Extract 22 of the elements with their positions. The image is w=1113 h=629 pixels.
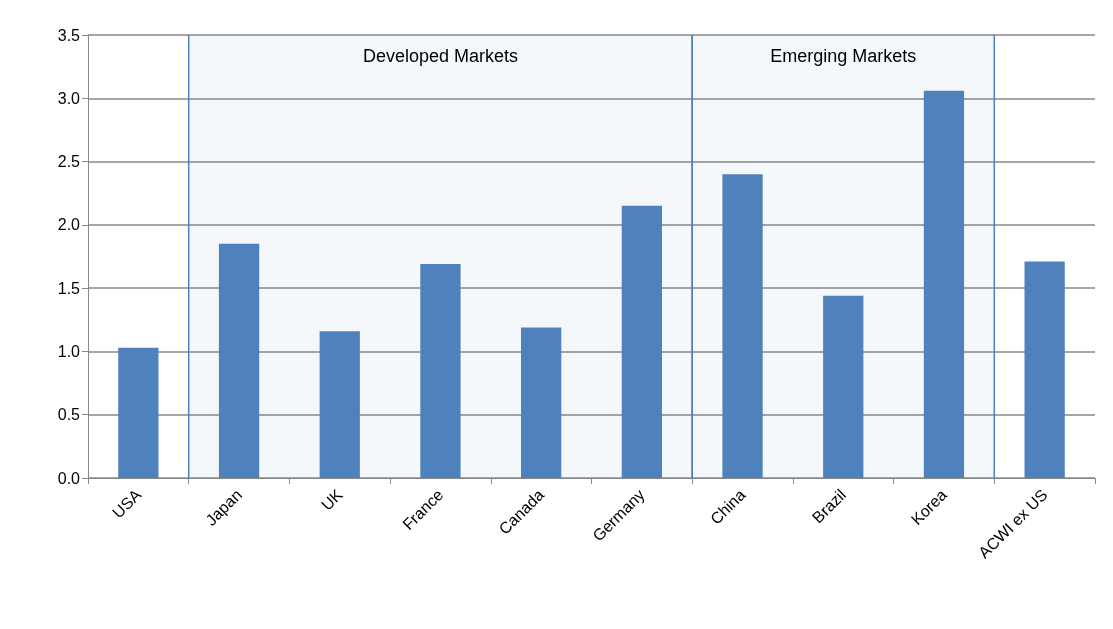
bar xyxy=(621,205,662,478)
y-tick-label: 3.5 xyxy=(57,26,81,44)
bar xyxy=(923,90,965,478)
band-label: Emerging Markets xyxy=(770,46,917,66)
y-tick-label: 2.0 xyxy=(57,216,81,234)
y-tick-label: 0.5 xyxy=(57,406,81,424)
y-tick-label: 1.5 xyxy=(57,279,81,297)
bar xyxy=(218,243,260,478)
bar xyxy=(118,347,159,478)
y-tick-label: 2.5 xyxy=(57,153,81,171)
bar xyxy=(1024,261,1065,478)
y-tick-label: 1.0 xyxy=(57,342,81,360)
bar xyxy=(823,295,864,478)
x-tick-label: UK xyxy=(318,485,346,514)
y-tick-label: 3.0 xyxy=(57,89,81,107)
bar xyxy=(722,174,763,478)
x-tick-label: USA xyxy=(109,485,145,522)
bar xyxy=(420,264,461,478)
band-label: Developed Markets xyxy=(362,46,518,66)
y-tick-label: 0.0 xyxy=(57,469,81,487)
bar xyxy=(319,331,360,478)
bar xyxy=(521,327,562,478)
